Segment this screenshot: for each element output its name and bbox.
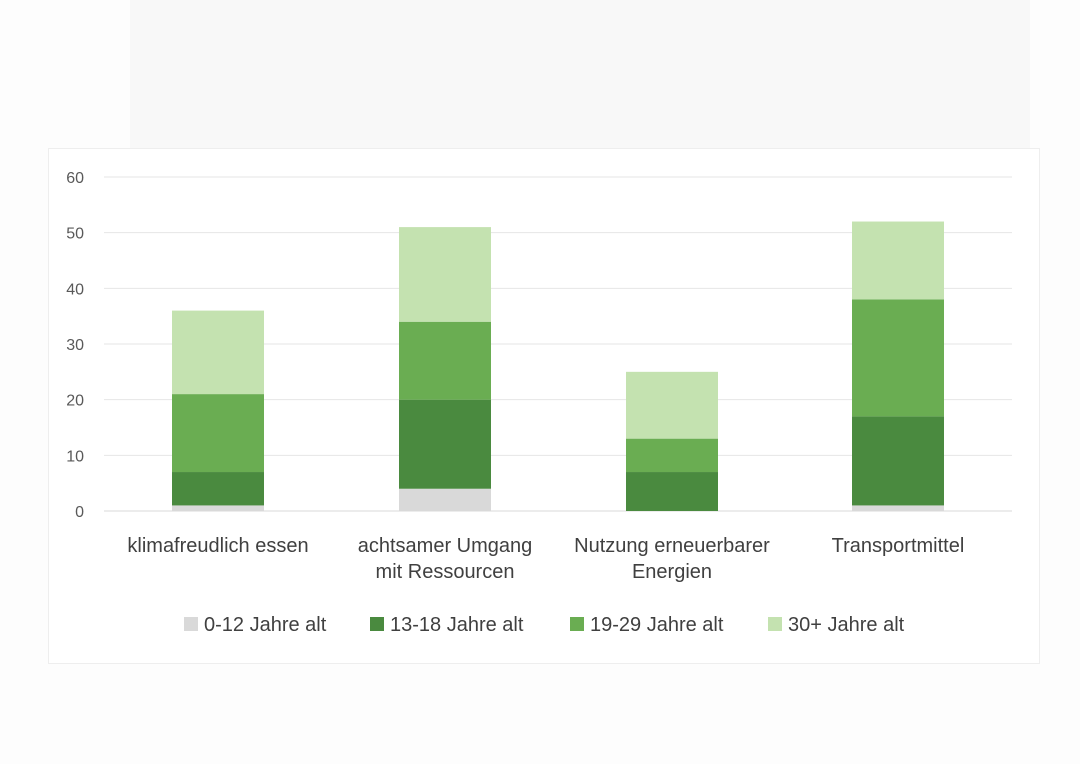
x-category-label: Energien — [632, 561, 712, 583]
bar-segment — [852, 505, 944, 511]
bar-segment — [172, 310, 264, 395]
background-shade — [130, 0, 1030, 150]
x-category-label: klimafreudlich essen — [127, 535, 308, 557]
bar-segment — [399, 488, 491, 511]
bar-segment — [626, 371, 718, 439]
x-category-label: Transportmittel — [832, 535, 965, 557]
bar-segment — [852, 416, 944, 506]
bar-segment — [172, 472, 264, 506]
legend-swatch — [570, 617, 584, 631]
legend-swatch — [768, 617, 782, 631]
bar-segment — [399, 321, 491, 400]
legend-label: 30+ Jahre alt — [788, 614, 905, 636]
y-tick-label: 50 — [66, 226, 84, 243]
legend-swatch — [184, 617, 198, 631]
y-tick-label: 0 — [75, 504, 84, 521]
legend-swatch — [370, 617, 384, 631]
bar-segment — [852, 221, 944, 300]
x-category-label: Nutzung erneuerbarer — [574, 535, 770, 557]
bar-segment — [626, 438, 718, 473]
y-tick-label: 10 — [66, 448, 84, 465]
bar-segment — [172, 505, 264, 511]
y-tick-label: 30 — [66, 337, 84, 354]
y-tick-label: 40 — [66, 281, 84, 298]
x-category-label: achtsamer Umgang — [358, 535, 533, 557]
legend-label: 0-12 Jahre alt — [204, 614, 327, 636]
y-tick-label: 60 — [66, 170, 84, 187]
bar-segment — [399, 227, 491, 322]
bar-segment — [852, 299, 944, 417]
legend-label: 13-18 Jahre alt — [390, 614, 524, 636]
legend-label: 19-29 Jahre alt — [590, 614, 724, 636]
bar-segment — [172, 394, 264, 473]
y-tick-label: 20 — [66, 393, 84, 410]
bar-segment — [626, 472, 718, 511]
bar-segment — [399, 399, 491, 489]
x-category-label: mit Ressourcen — [376, 561, 515, 583]
